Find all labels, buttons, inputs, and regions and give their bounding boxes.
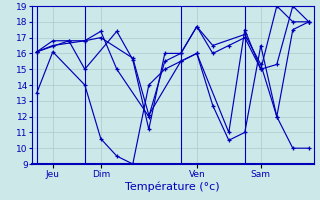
X-axis label: Température (°c): Température (°c) [125,181,220,192]
